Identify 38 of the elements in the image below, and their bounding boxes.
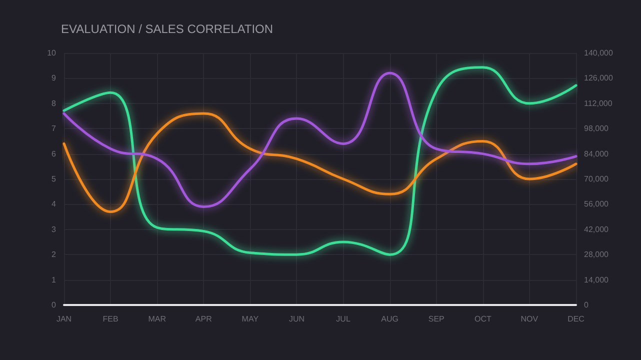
x-tick-label: JUL (336, 314, 351, 324)
x-tick-label: OCT (474, 314, 492, 324)
x-tick-label: AUG (381, 314, 398, 324)
y-tick-label: 2 (52, 250, 57, 260)
y2-tick-label: 14,000 (584, 275, 610, 284)
y-tick-label: 10 (47, 48, 57, 58)
x-tick-label: NOV (520, 314, 539, 324)
x-tick-label: APR (195, 314, 212, 324)
y-tick-label: 5 (52, 174, 57, 184)
x-tick-label: FEB (102, 314, 118, 324)
x-tick-label: DEC (568, 314, 585, 324)
y-tick-label: 7 (52, 124, 57, 134)
y-tick-label: 1 (52, 275, 57, 284)
y2-tick-label: 112,000 (584, 98, 613, 108)
y-tick-label: 3 (52, 224, 57, 234)
x-tick-label: JUN (288, 314, 305, 324)
y-tick-label: 9 (52, 74, 57, 83)
y2-tick-label: 70,000 (584, 174, 610, 184)
x-tick-label: MAR (148, 314, 166, 324)
y2-tick-label: 42,000 (584, 224, 610, 234)
y2-tick-label: 140,000 (584, 48, 614, 58)
y2-tick-label: 84,000 (584, 149, 610, 158)
y2-tick-label: 56,000 (584, 200, 610, 209)
line-series (62, 66, 578, 256)
y2-tick-label: 0 (584, 300, 589, 310)
line-series (62, 72, 578, 208)
y-tick-label: 0 (52, 300, 57, 310)
x-tick-label: JAN (56, 314, 72, 324)
chart-title: EVALUATION / SALES CORRELATION (61, 22, 274, 36)
y-tick-label: 6 (52, 149, 57, 158)
x-tick-label: SEP (428, 314, 444, 324)
y-tick-label: 4 (52, 200, 57, 209)
y-tick-label: 8 (52, 98, 57, 108)
y2-tick-label: 28,000 (584, 250, 610, 260)
line-series (62, 112, 578, 214)
x-tick-label: MAY (242, 314, 260, 324)
y2-tick-label: 98,000 (584, 124, 610, 134)
y2-tick-label: 126,000 (584, 74, 614, 83)
